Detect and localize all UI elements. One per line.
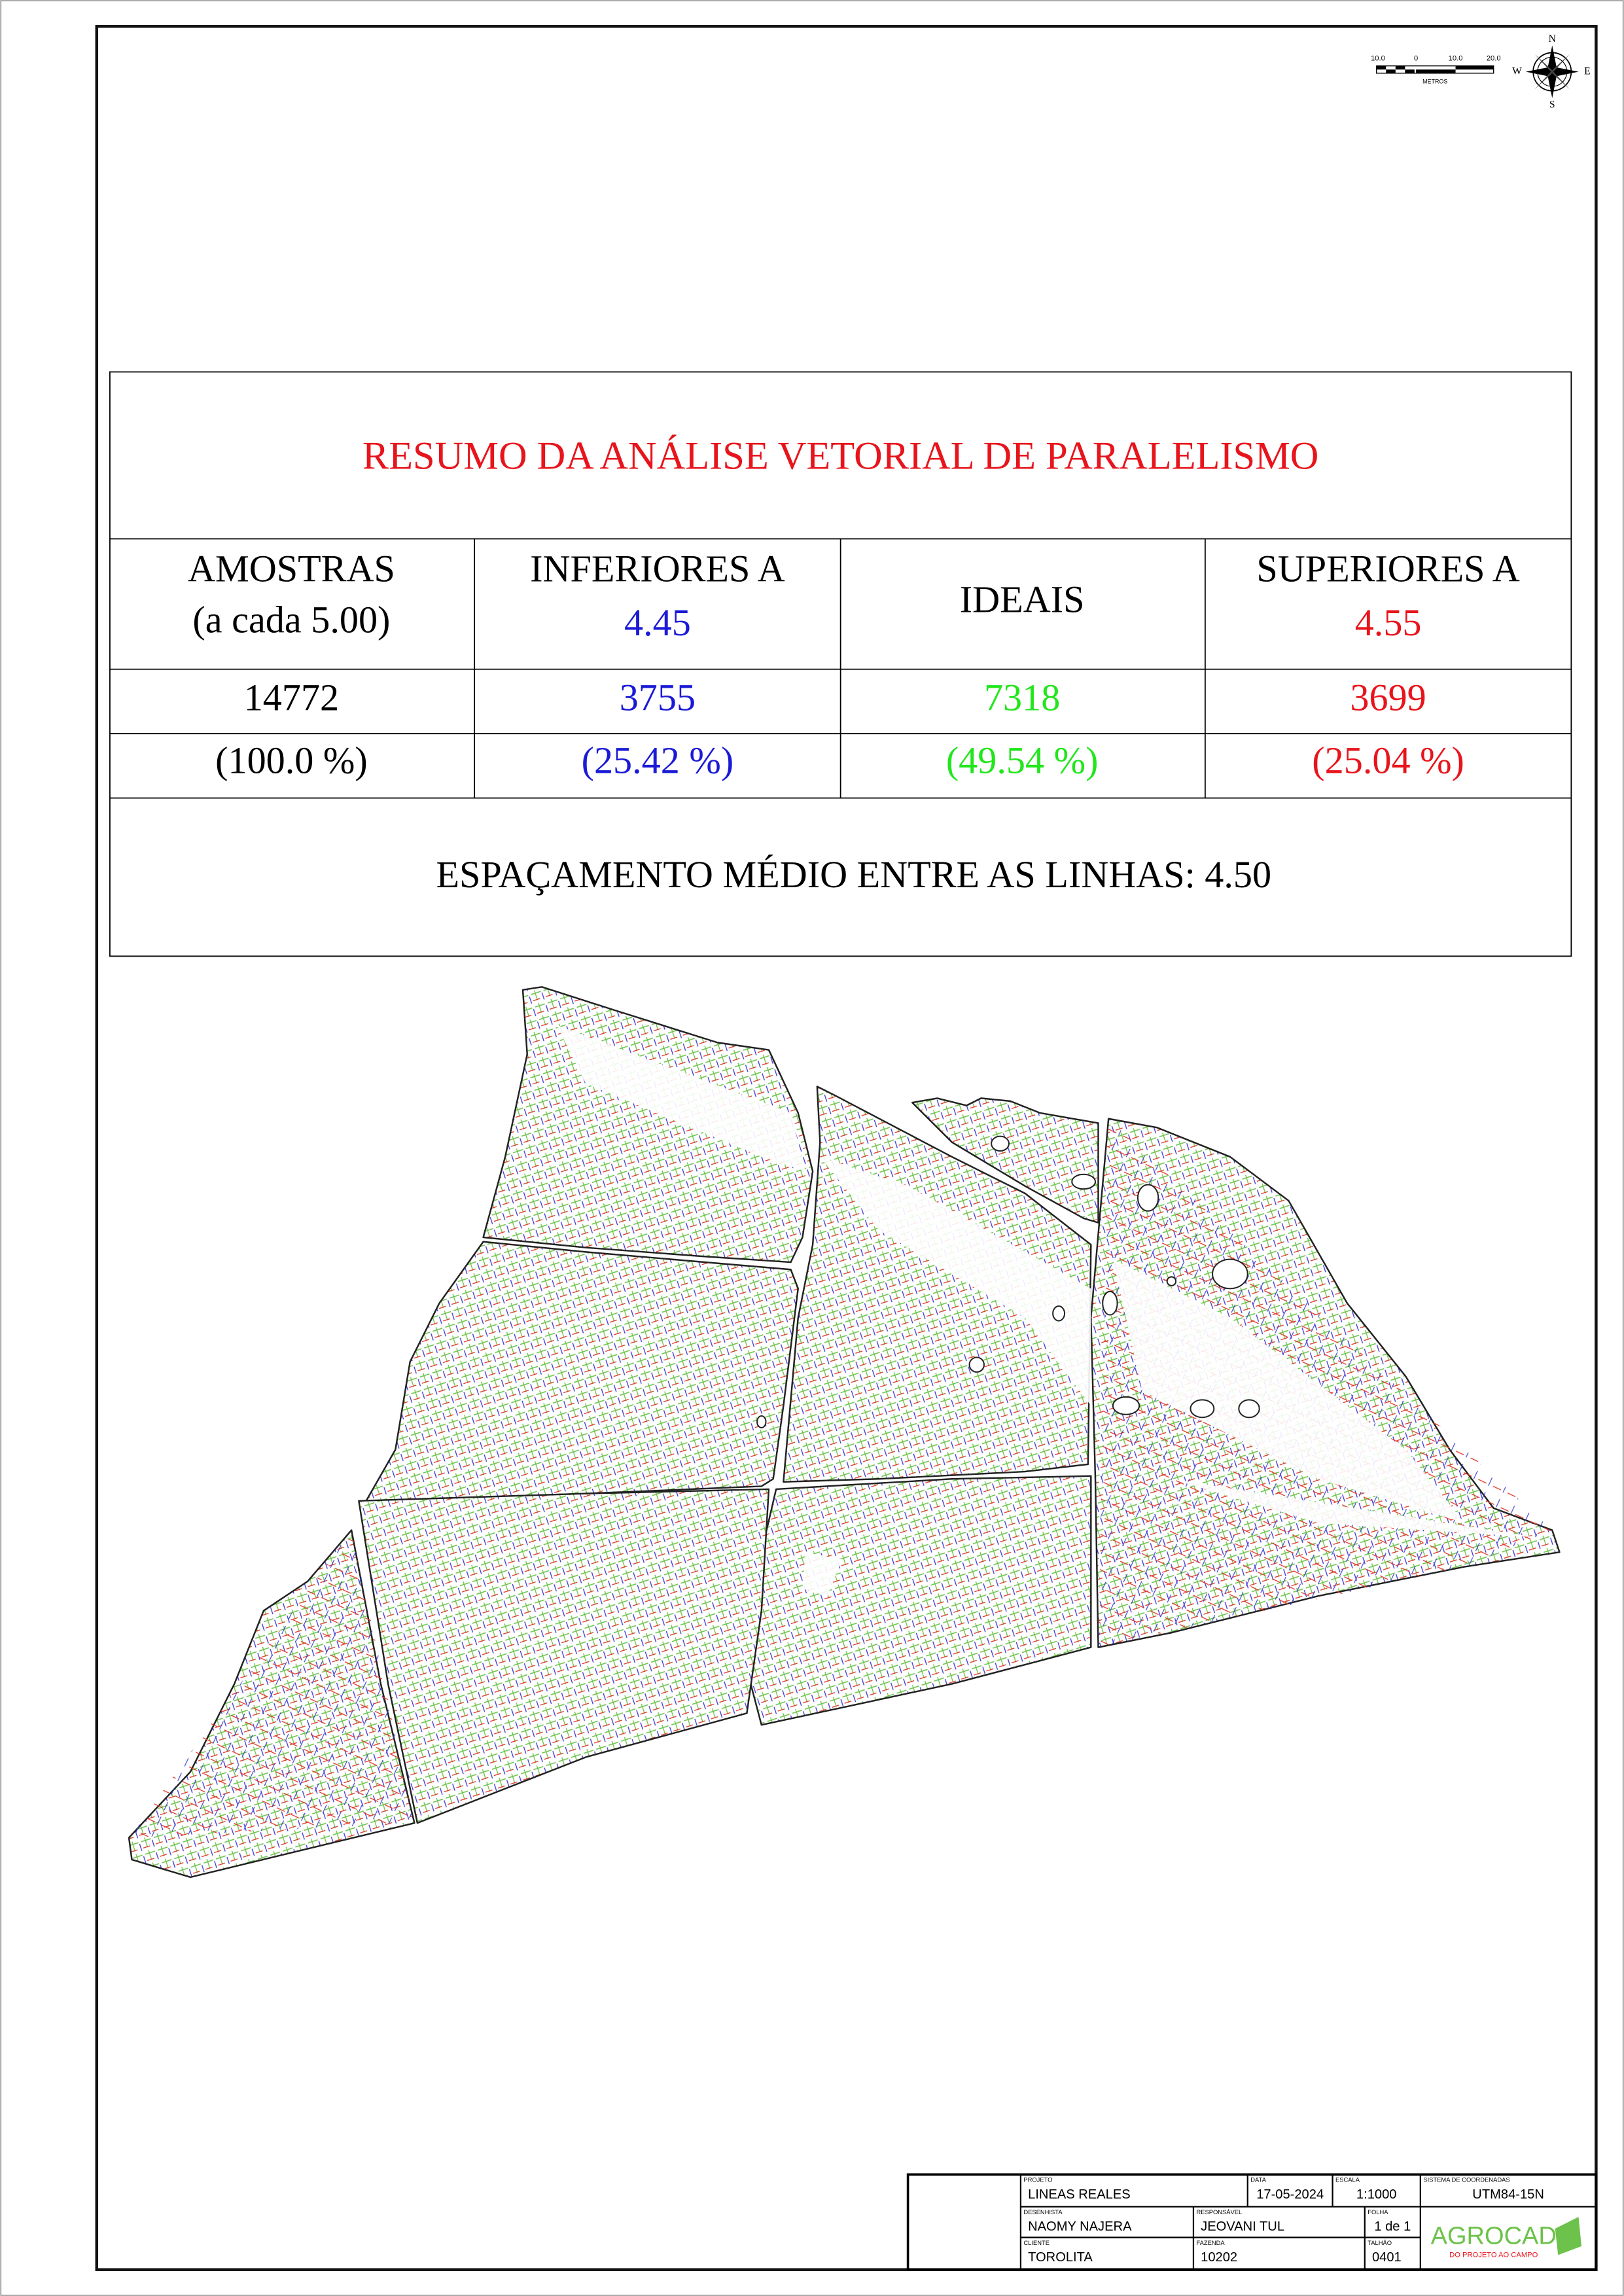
header: IDEAIS <box>960 578 1085 620</box>
frame <box>95 25 1598 2271</box>
title-block <box>906 2173 1598 2271</box>
header-sub: 4.55 <box>1355 601 1422 644</box>
field-value: 10202 <box>1201 2250 1237 2265</box>
logo-text: AGROCAD <box>1431 2223 1557 2250</box>
scale-bar: 10.0 0 10.0 20.0 METROS <box>1371 54 1501 84</box>
field-label: RESPONSÁVEL <box>1196 2208 1242 2216</box>
percent: (49.54 %) <box>946 739 1099 782</box>
header-sub: (a cada 5.00) <box>192 599 390 641</box>
field-value: TOROLITA <box>1028 2250 1093 2265</box>
scale-label: 10.0 <box>1449 54 1463 62</box>
header: SUPERIORES A <box>1256 547 1519 590</box>
field-label: DESENHISTA <box>1023 2208 1063 2216</box>
percent: (25.42 %) <box>582 739 734 782</box>
logo: AGROCAD DO PROJETO AO CAMPO <box>1431 2217 1582 2259</box>
field-value: 1:1000 <box>1356 2187 1397 2202</box>
field-label: FAZENDA <box>1196 2239 1225 2246</box>
field-label: ESCALA <box>1335 2176 1360 2183</box>
logo-slogan: DO PROJETO AO CAMPO <box>1449 2251 1538 2259</box>
percent: (25.04 %) <box>1312 739 1464 782</box>
compass-e: E <box>1584 65 1591 77</box>
header: INFERIORES A <box>530 547 785 590</box>
field-value: 0401 <box>1372 2250 1402 2265</box>
summary-table <box>109 371 1572 957</box>
field-value: 1 de 1 <box>1374 2219 1411 2234</box>
plot <box>911 1097 1099 1224</box>
scale-label: 20.0 <box>1487 54 1501 62</box>
field-map <box>128 986 1561 1879</box>
field-label: FOLHA <box>1368 2208 1388 2216</box>
field-label: PROJETO <box>1023 2176 1052 2183</box>
header-sub: 4.45 <box>624 601 691 644</box>
percent: (100.0 %) <box>215 739 368 782</box>
plot <box>365 1241 799 1502</box>
compass-w: W <box>1512 65 1522 77</box>
plot <box>482 986 814 1263</box>
count: 3755 <box>620 676 696 718</box>
field-label: CLIENTE <box>1023 2239 1050 2246</box>
compass: N S E W <box>1512 33 1591 111</box>
field-label: TALHÃO <box>1368 2239 1392 2246</box>
summary-footer: ESPAÇAMENTO MÉDIO ENTRE AS LINHAS: 4.50 <box>436 853 1271 896</box>
field-value: LINEAS REALES <box>1028 2187 1131 2202</box>
scale-unit: METROS <box>1422 79 1447 85</box>
field-label: DATA <box>1250 2176 1266 2183</box>
field-value: UTM84-15N <box>1472 2187 1544 2202</box>
field-label: SISTEMA DE COORDENADAS <box>1423 2176 1509 2183</box>
scale-label: 0 <box>1414 54 1418 62</box>
compass-n: N <box>1549 33 1556 44</box>
count: 14772 <box>244 676 339 718</box>
scale-label: 10.0 <box>1371 54 1385 62</box>
summary-title: RESUMO DA ANÁLISE VETORIAL DE PARALELISM… <box>362 434 1319 478</box>
count: 3699 <box>1350 676 1426 718</box>
plot <box>746 1475 1092 1726</box>
field-value: 17-05-2024 <box>1256 2187 1324 2202</box>
plot <box>358 1488 770 1824</box>
compass-s: S <box>1549 99 1555 111</box>
field-value: NAOMY NAJERA <box>1028 2219 1132 2234</box>
header: AMOSTRAS <box>188 547 395 590</box>
field-value: JEOVANI TUL <box>1201 2219 1284 2234</box>
count: 7318 <box>984 676 1060 718</box>
